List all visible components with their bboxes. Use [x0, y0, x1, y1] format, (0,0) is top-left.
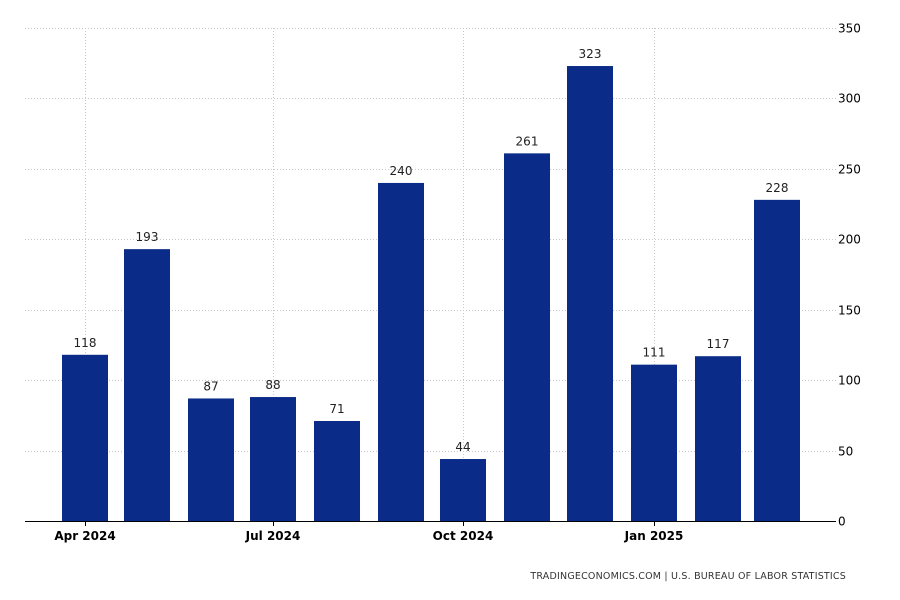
data-label: 87 [203, 379, 218, 393]
bar [62, 354, 108, 521]
source-credit: TRADINGECONOMICS.COM | U.S. BUREAU OF LA… [530, 571, 846, 582]
x-tick-label: Apr 2024 [54, 529, 115, 543]
data-label: 228 [766, 181, 789, 195]
x-tick-label: Jul 2024 [245, 529, 301, 543]
data-label: 118 [74, 336, 97, 350]
bar [314, 420, 360, 521]
bar [378, 182, 424, 521]
bar [504, 153, 550, 521]
bar [567, 66, 613, 521]
data-label: 111 [643, 346, 666, 360]
bar [631, 364, 677, 521]
y-tick-label: 200 [838, 233, 861, 247]
x-tick-label: Jan 2025 [624, 529, 684, 543]
data-label: 88 [265, 378, 280, 392]
data-label: 193 [136, 230, 159, 244]
bar [250, 397, 296, 521]
y-tick-label: 150 [838, 304, 861, 318]
data-label: 71 [329, 402, 344, 416]
bar [695, 356, 741, 521]
bar [440, 459, 486, 521]
bars [62, 66, 800, 522]
bar [188, 398, 234, 521]
x-axis-ticks: Apr 2024 Jul 2024 Oct 2024 Jan 2025 [54, 521, 683, 543]
data-label: 44 [455, 440, 470, 454]
y-tick-label: 300 [838, 92, 861, 106]
data-labels: 118 193 87 88 71 240 44 261 323 111 117 228 [74, 47, 789, 454]
y-tick-label: 250 [838, 163, 861, 177]
y-tick-label: 0 [838, 515, 846, 529]
bar [124, 249, 170, 521]
x-gridlines [85, 28, 655, 521]
bar [754, 199, 800, 522]
y-tick-label: 350 [838, 22, 861, 36]
x-tick-label: Oct 2024 [433, 529, 494, 543]
data-label: 117 [707, 337, 730, 351]
data-label: 323 [579, 47, 602, 61]
y-tick-label: 50 [838, 445, 853, 459]
data-label: 240 [390, 164, 413, 178]
y-tick-label: 100 [838, 374, 861, 388]
y-axis-ticks: 0 50 100 150 200 250 300 350 [838, 22, 861, 529]
data-label: 261 [516, 134, 539, 148]
